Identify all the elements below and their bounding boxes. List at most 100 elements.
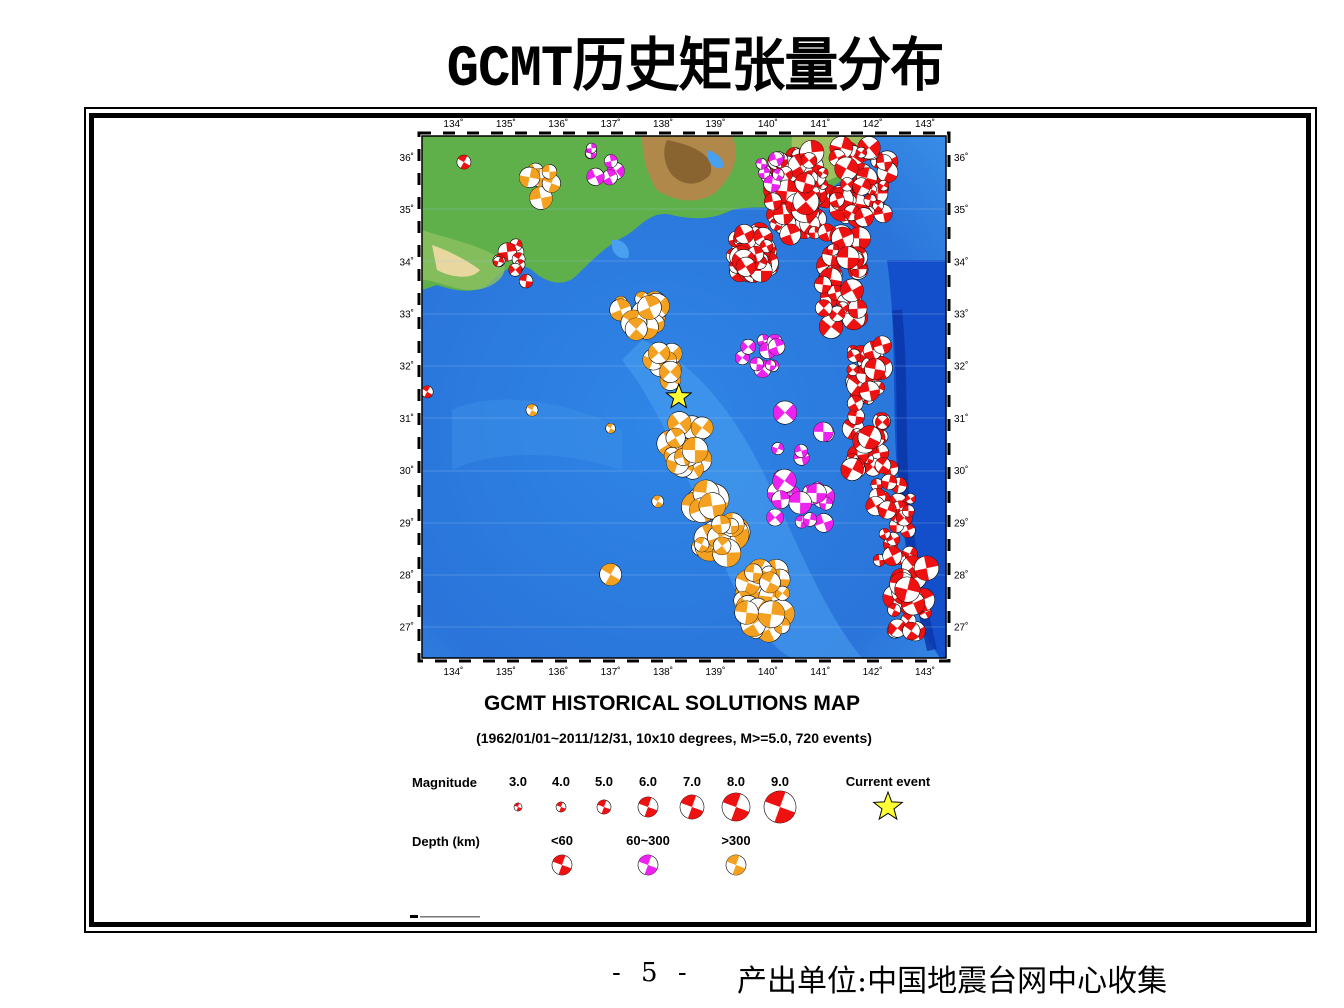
lat-tick-label: 27˚ — [400, 622, 414, 634]
event-beachball-icon — [872, 199, 884, 212]
lon-tick-label: 139˚ — [705, 118, 725, 130]
event-beachball-icon — [637, 295, 662, 320]
event-beachball-icon — [847, 299, 868, 319]
legend-star-icon — [872, 790, 904, 821]
event-beachball-icon — [854, 207, 874, 227]
legend-magnitude-beachball-icon — [721, 792, 751, 822]
legend-magnitude-value: 6.0 — [639, 774, 657, 789]
page-number: - 5 - — [612, 958, 693, 988]
event-beachball-icon — [846, 363, 860, 376]
event-beachball-icon — [834, 156, 859, 181]
event-beachball-icon — [814, 513, 834, 533]
event-beachball-icon — [817, 167, 829, 179]
lat-tick-label: 32˚ — [954, 361, 968, 373]
event-beachball-icon — [651, 495, 665, 508]
event-beachball-icon — [772, 168, 785, 181]
event-beachball-icon — [586, 142, 597, 154]
event-beachball-icon — [788, 491, 812, 515]
event-beachball-icon — [765, 359, 776, 371]
event-beachball-icon — [872, 553, 886, 567]
lat-tick-label: 27˚ — [954, 622, 968, 634]
event-beachball-icon — [681, 436, 709, 464]
event-beachball-icon — [766, 508, 784, 527]
event-beachball-icon — [882, 546, 903, 566]
event-beachball-icon — [872, 335, 892, 355]
lon-tick-label: 136˚ — [548, 118, 568, 130]
event-beachball-icon — [603, 154, 618, 169]
legend-magnitudes: 3.0 4.0 5.0 6.0 7.0 8.0 9.0 — [509, 774, 797, 824]
lon-tick-label: 140˚ — [758, 666, 778, 678]
event-beachball-icon — [456, 154, 472, 170]
event-beachball-icon — [740, 339, 757, 355]
lat-tick-label: 35˚ — [954, 204, 968, 216]
event-beachball-icon — [814, 275, 832, 294]
event-beachball-icon — [856, 167, 878, 189]
lat-tick-label: 34˚ — [400, 256, 414, 268]
logo-mark — [410, 915, 418, 918]
event-beachball-icon — [529, 186, 553, 210]
legend-depth-beachball-icon — [637, 854, 659, 876]
lat-tick-label: 29˚ — [954, 517, 968, 529]
event-beachball-icon — [735, 256, 756, 277]
legend-depth-label: Depth (km) — [412, 834, 480, 849]
legend-magnitude-beachball-icon — [555, 801, 567, 813]
map-border-ticks — [417, 131, 951, 663]
event-beachball-icon — [763, 192, 782, 211]
event-beachball-icon — [422, 385, 434, 399]
event-beachball-icon — [815, 299, 833, 317]
legend: Magnitude 3.0 4.0 5.0 6.0 7.0 8.0 9.0 Current … — [412, 774, 931, 876]
legend-depth-beachball-icon — [551, 854, 573, 876]
legend-depth-value: 60~300 — [626, 833, 670, 848]
event-beachball-icon — [877, 500, 897, 520]
event-beachball-icon — [857, 425, 882, 450]
event-beachball-icon — [902, 504, 915, 518]
lon-tick-label: 143˚ — [915, 118, 935, 130]
lon-tick-label: 135˚ — [496, 118, 516, 130]
legend-magnitude-beachball-icon — [679, 794, 705, 820]
lat-tick-label: 30˚ — [400, 465, 414, 477]
event-beachball-icon — [836, 246, 860, 270]
event-beachball-icon — [852, 177, 871, 196]
lon-ticks-top: 134˚ 135˚ 136˚ 137˚ 138˚ 139˚ 140˚ 141˚ 142˚ 143˚ — [443, 118, 935, 130]
map-subtitle: (1962/01/01~2011/12/31, 10x10 degrees, M… — [476, 730, 872, 746]
event-beachball-icon — [913, 555, 940, 581]
lon-tick-label: 139˚ — [705, 666, 725, 678]
legend-depth-value: <60 — [551, 833, 573, 848]
lon-ticks-bottom: 134˚ 135˚ 136˚ 137˚ 138˚ 139˚ 140˚ 141˚ 142˚ 143˚ — [443, 666, 935, 678]
event-beachball-icon — [876, 154, 893, 171]
legend-magnitude-value: 3.0 — [509, 774, 527, 789]
legend-magnitude-beachball-icon — [763, 790, 797, 824]
legend-depth-beachball-icon — [725, 854, 747, 876]
event-beachball-icon — [586, 167, 605, 186]
legend-magnitude-beachball-icon — [596, 799, 612, 815]
event-beachball-icon — [768, 151, 784, 167]
event-beachball-icon — [647, 341, 670, 364]
lon-tick-label: 142˚ — [863, 118, 883, 130]
event-beachball-icon — [601, 169, 618, 186]
event-beachball-icon — [794, 172, 816, 194]
event-beachball-icon — [771, 442, 785, 456]
event-beachball-icon — [711, 514, 731, 534]
event-beachball-icon — [847, 226, 871, 251]
event-beachball-icon — [744, 563, 763, 582]
figure-frame-outer — [84, 107, 1317, 933]
event-beachball-icon — [519, 166, 541, 189]
map-title: GCMT HISTORICAL SOLUTIONS MAP — [484, 692, 860, 715]
lon-tick-label: 136˚ — [548, 666, 568, 678]
lat-tick-label: 33˚ — [400, 308, 414, 320]
figure-frame-inner — [89, 113, 1311, 927]
lon-tick-label: 143˚ — [915, 666, 935, 678]
legend-depths: <60 60~300 >300 — [551, 833, 751, 876]
map-border — [421, 135, 947, 659]
lon-tick-label: 137˚ — [601, 118, 621, 130]
event-beachball-icon — [773, 400, 797, 425]
event-beachball-icon — [875, 414, 890, 430]
event-beachball-icon — [493, 256, 504, 268]
event-beachball-icon — [734, 350, 750, 366]
lat-tick-label: 30˚ — [954, 465, 968, 477]
gcmt-map-figure: 134˚ 135˚ 136˚ 137˚ 138˚ 139˚ 140˚ 141˚ 142˚ 143˚… — [400, 118, 968, 918]
event-beachball-icon — [605, 422, 616, 434]
event-beachball-icon — [806, 483, 827, 504]
event-beachball-icon — [902, 621, 921, 641]
event-beachball-icon — [779, 223, 802, 246]
